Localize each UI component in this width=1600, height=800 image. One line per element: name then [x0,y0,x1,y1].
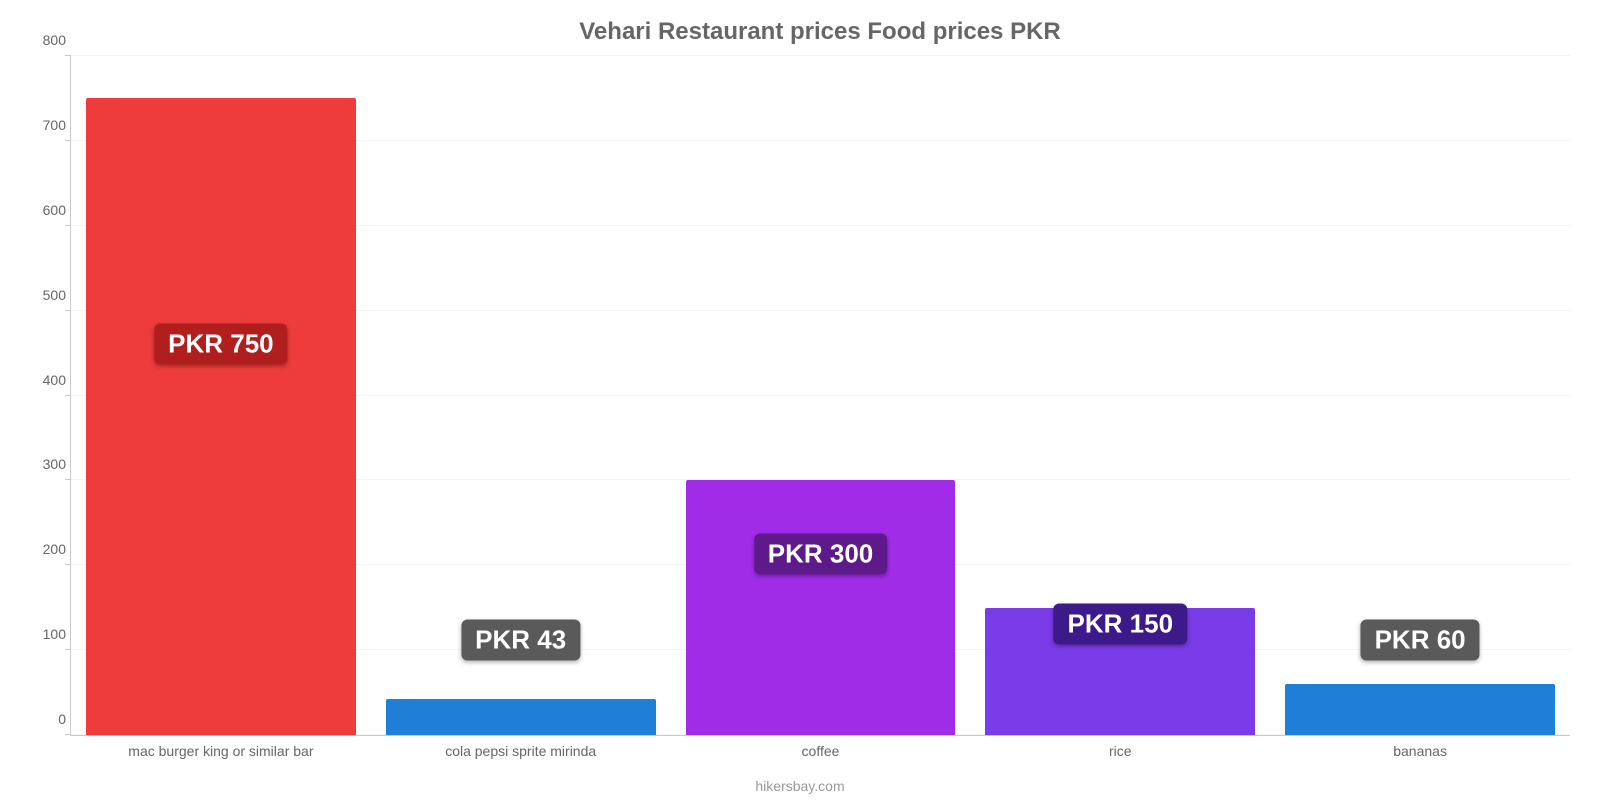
y-tick-label: 200 [26,541,66,557]
chart-container: Vehari Restaurant prices Food prices PKR… [0,0,1600,800]
bar-value-badge: PKR 750 [154,323,288,364]
bar [386,699,656,735]
gridline [71,55,1570,56]
y-tick-mark [65,140,71,141]
bar-value-badge: PKR 43 [461,619,580,660]
y-tick-label: 500 [26,287,66,303]
y-tick-mark [65,479,71,480]
y-tick-label: 0 [26,711,66,727]
y-tick-label: 800 [26,32,66,48]
x-category-label: cola pepsi sprite mirinda [445,743,596,759]
bar [686,480,956,735]
plot-area: 0100200300400500600700800PKR 750mac burg… [70,56,1570,736]
y-tick-mark [65,564,71,565]
y-tick-label: 300 [26,456,66,472]
x-category-label: bananas [1393,743,1447,759]
bar-value-badge: PKR 60 [1361,619,1480,660]
bar [86,98,356,735]
bar-value-badge: PKR 300 [754,533,888,574]
y-tick-label: 700 [26,117,66,133]
y-tick-label: 600 [26,202,66,218]
y-tick-mark [65,649,71,650]
y-tick-mark [65,395,71,396]
y-tick-label: 400 [26,372,66,388]
bar [1285,684,1555,735]
x-category-label: mac burger king or similar bar [128,743,313,759]
bar-value-badge: PKR 150 [1054,603,1188,644]
y-tick-mark [65,734,71,735]
y-tick-mark [65,55,71,56]
x-category-label: rice [1109,743,1132,759]
x-category-label: coffee [802,743,840,759]
chart-title: Vehari Restaurant prices Food prices PKR [70,10,1570,56]
y-tick-label: 100 [26,626,66,642]
y-tick-mark [65,225,71,226]
chart-caption: hikersbay.com [0,778,1600,794]
y-tick-mark [65,310,71,311]
